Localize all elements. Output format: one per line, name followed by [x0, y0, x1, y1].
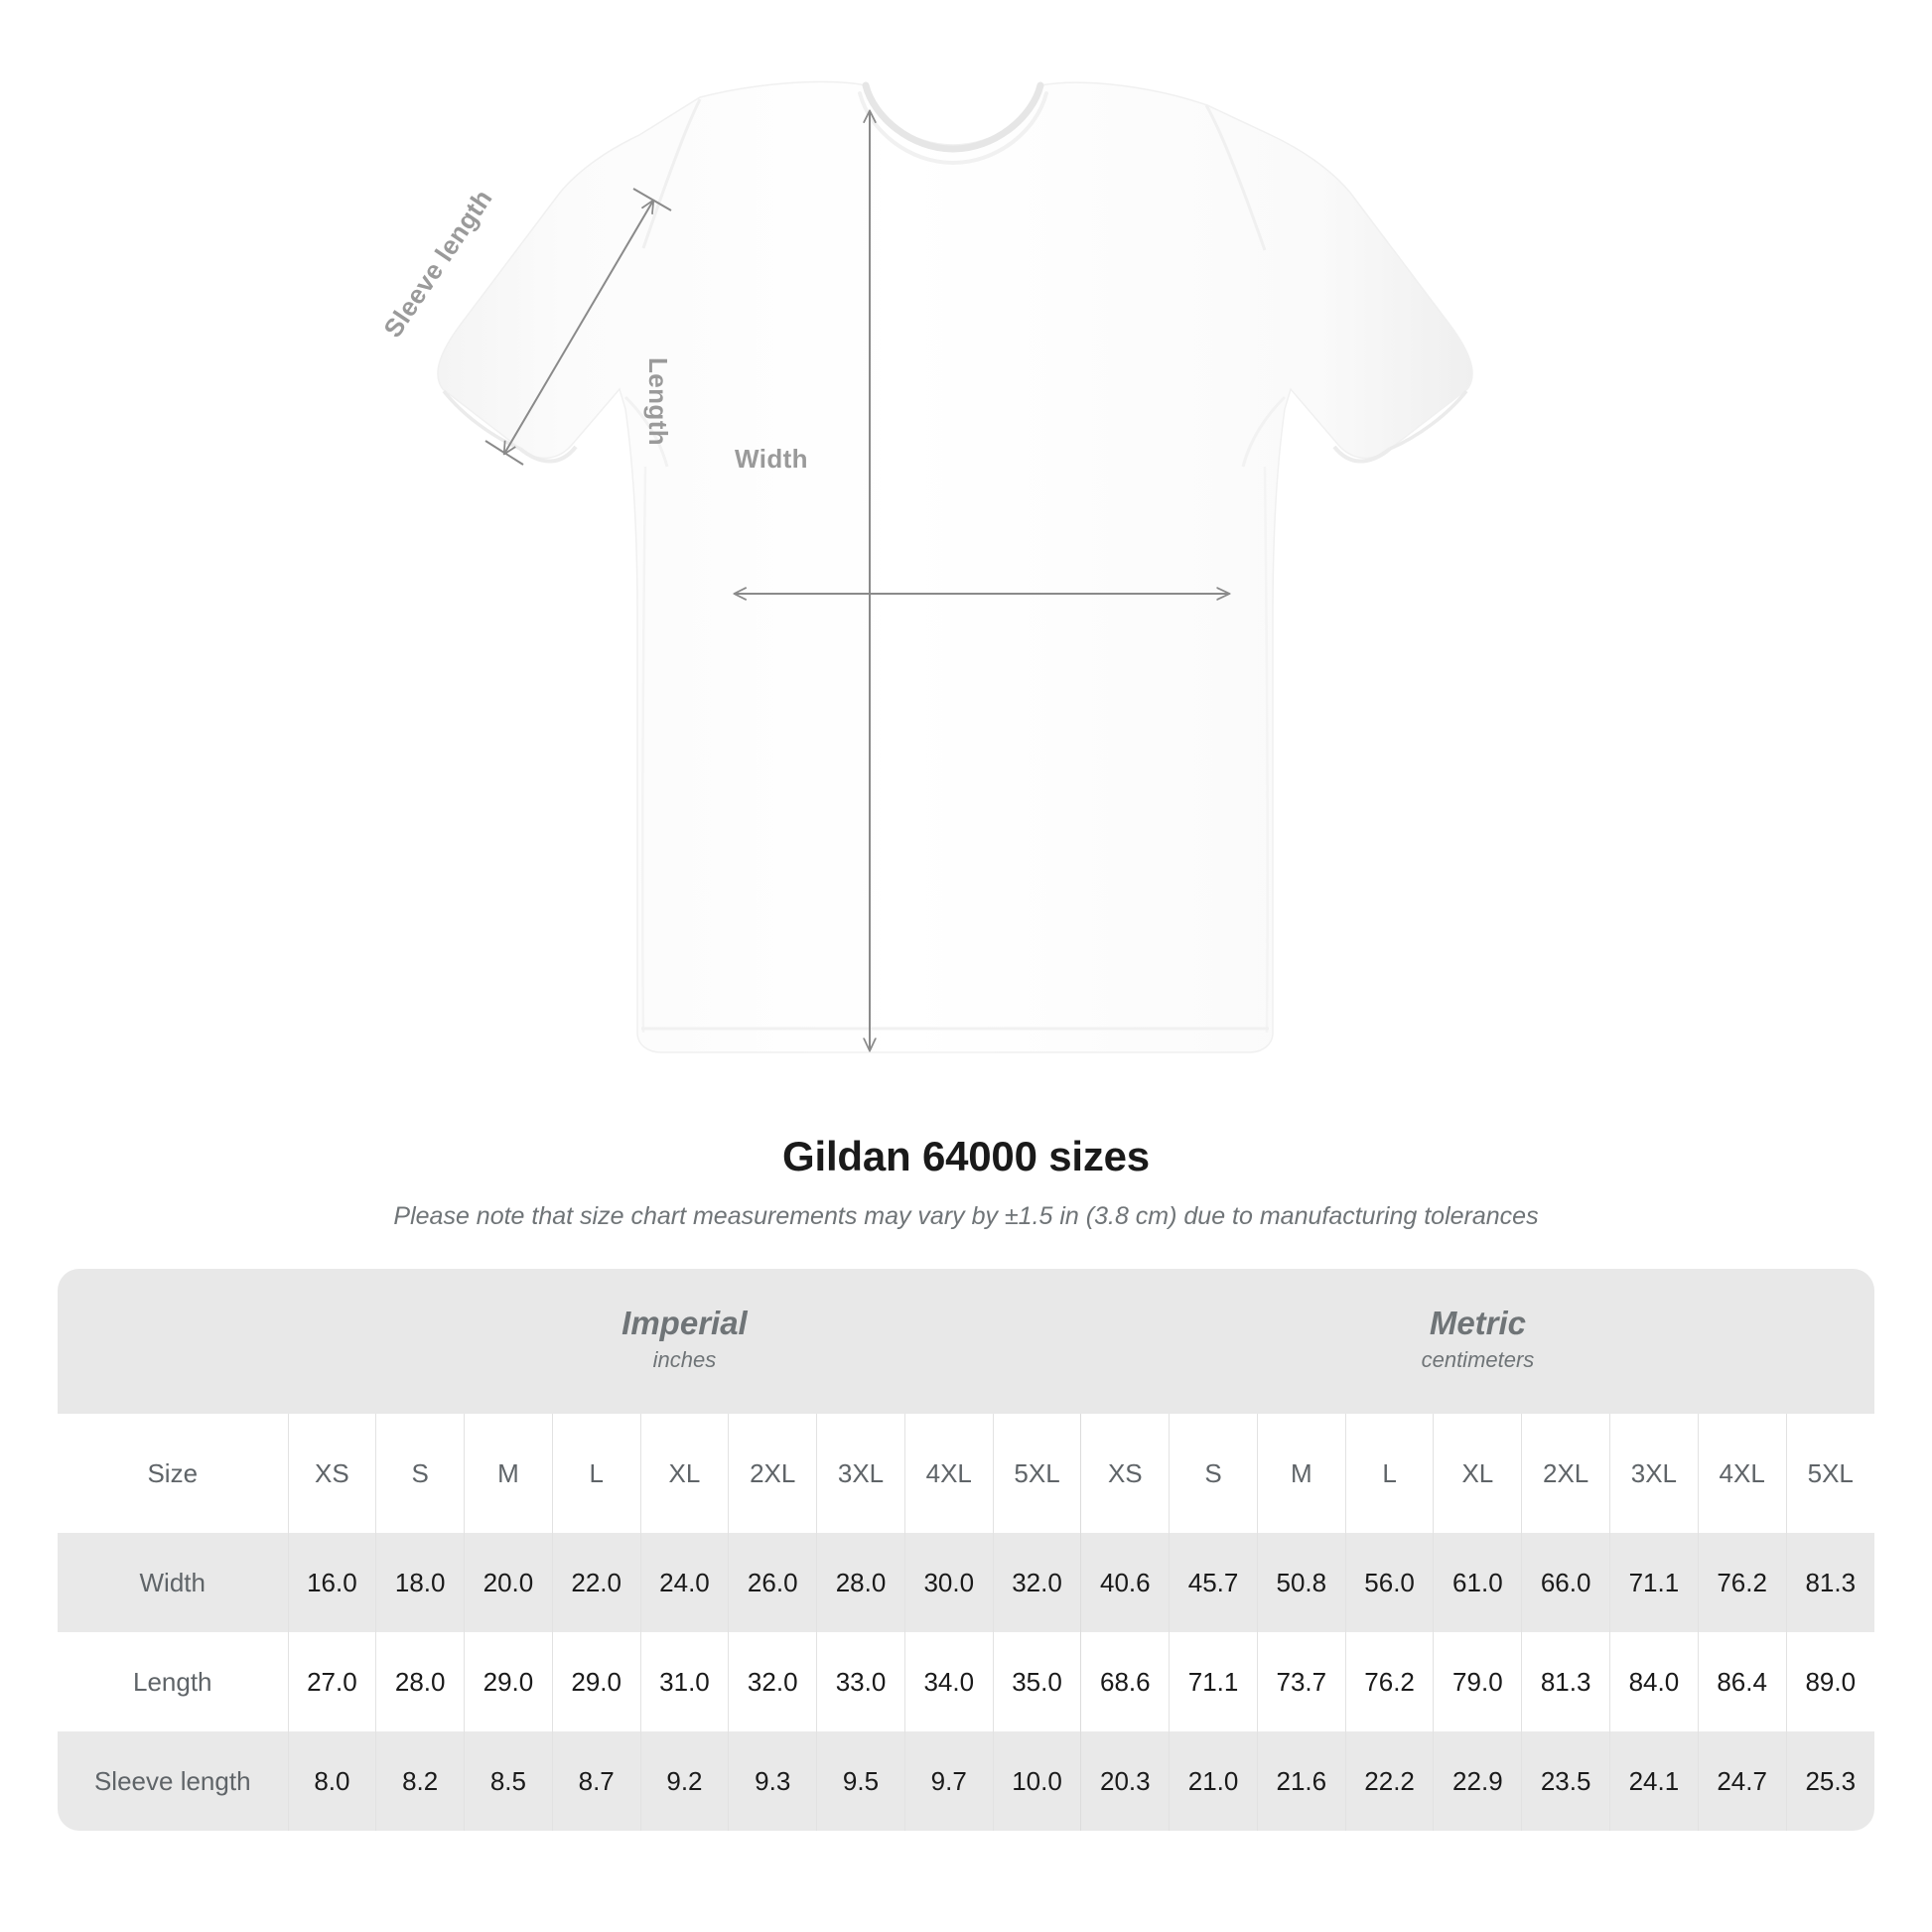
table-cell: 84.0	[1609, 1632, 1699, 1731]
table-cell: 9.3	[728, 1731, 817, 1831]
table-cell: 24.1	[1609, 1731, 1699, 1831]
size-column-header-metric-3xl: 3XL	[1609, 1414, 1699, 1533]
table-cell: 22.9	[1433, 1731, 1522, 1831]
size-header-row: Size XS S M L XL 2XL 3XL 4XL 5XL XS S M L XL 2XL 3XL 4XL 5…	[58, 1414, 1874, 1533]
table-cell: 81.3	[1785, 1533, 1874, 1632]
unit-group-name: Imperial	[621, 1304, 748, 1341]
size-column-header-metric-m: M	[1256, 1414, 1346, 1533]
unit-group-imperial: Imperial inches	[288, 1269, 1081, 1414]
table-cell: 22.0	[551, 1533, 641, 1632]
unit-band-spacer	[58, 1269, 289, 1414]
table-cell: 34.0	[903, 1632, 994, 1731]
length-label: Length	[643, 357, 673, 447]
size-column-header-imperial-s: S	[375, 1414, 465, 1533]
table-cell: 66.0	[1521, 1533, 1610, 1632]
table-cell: 8.5	[464, 1731, 553, 1831]
table-cell: 28.0	[816, 1533, 905, 1632]
table-cell: 76.2	[1344, 1632, 1434, 1731]
table-cell: 61.0	[1433, 1533, 1522, 1632]
table-cell: 20.0	[464, 1533, 553, 1632]
table-cell: 31.0	[639, 1632, 729, 1731]
unit-band-row: Imperial inches Metric centimeters	[58, 1269, 1874, 1414]
tshirt-diagram: Sleeve length Length Width	[377, 80, 1473, 1053]
table-cell: 8.7	[551, 1731, 641, 1831]
table-cell: 50.8	[1256, 1533, 1346, 1632]
size-column-header-imperial-m: M	[464, 1414, 553, 1533]
table-cell: 71.1	[1609, 1533, 1699, 1632]
unit-group-subtitle: inches	[652, 1346, 717, 1372]
table-cell: 29.0	[464, 1632, 553, 1731]
size-column-header-metric-2xl: 2XL	[1521, 1414, 1610, 1533]
size-column-header-metric-xl: XL	[1433, 1414, 1522, 1533]
table-cell: 27.0	[287, 1632, 376, 1731]
table-row: Sleeve length 8.0 8.2 8.5 8.7 9.2 9.3 9.5 9.7 10.…	[58, 1731, 1874, 1831]
row-label-sleeve-length: Sleeve length	[58, 1731, 289, 1831]
table-cell: 73.7	[1256, 1632, 1346, 1731]
size-column-header-imperial-xs: XS	[287, 1414, 376, 1533]
shirt-body-shape	[437, 80, 1473, 1053]
table-cell: 76.2	[1697, 1533, 1787, 1632]
unit-group-name: Metric	[1429, 1304, 1527, 1341]
table-cell: 9.5	[816, 1731, 905, 1831]
size-column-header-metric-5xl: 5XL	[1785, 1414, 1874, 1533]
table-cell: 16.0	[287, 1533, 376, 1632]
table-cell: 29.0	[551, 1632, 641, 1731]
table-cell: 68.6	[1080, 1632, 1170, 1731]
tshirt-illustration	[437, 80, 1473, 1053]
table-cell: 26.0	[728, 1533, 817, 1632]
size-column-header-imperial-2xl: 2XL	[728, 1414, 817, 1533]
table-cell: 28.0	[375, 1632, 465, 1731]
row-label-length: Length	[58, 1632, 289, 1731]
table-cell: 18.0	[375, 1533, 465, 1632]
table-cell: 8.2	[375, 1731, 465, 1831]
size-column-header-metric-4xl: 4XL	[1697, 1414, 1787, 1533]
size-chart-table-container: Imperial inches Metric centimeters Size XS S M L…	[58, 1269, 1874, 1831]
size-column-header-imperial-l: L	[551, 1414, 641, 1533]
size-column-header-imperial-4xl: 4XL	[903, 1414, 994, 1533]
table-cell: 32.0	[728, 1632, 817, 1731]
table-cell: 21.6	[1256, 1731, 1346, 1831]
size-column-header-imperial-5xl: 5XL	[992, 1414, 1081, 1533]
page-title: Gildan 64000 sizes	[782, 1133, 1150, 1179]
table-cell: 24.0	[639, 1533, 729, 1632]
table-cell: 20.3	[1080, 1731, 1170, 1831]
page-subtitle: Please note that size chart measurements…	[393, 1201, 1539, 1230]
table-row: Width 16.0 18.0 20.0 22.0 24.0 26.0 28.0 30.0 32.…	[58, 1533, 1874, 1632]
size-chart-table: Imperial inches Metric centimeters Size XS S M L…	[58, 1269, 1874, 1831]
title-block: Gildan 64000 sizes Please note that size…	[0, 1132, 1932, 1231]
table-cell: 9.2	[639, 1731, 729, 1831]
table-cell: 86.4	[1697, 1632, 1787, 1731]
table-cell: 10.0	[992, 1731, 1081, 1831]
table-cell: 8.0	[287, 1731, 376, 1831]
table-cell: 40.6	[1080, 1533, 1170, 1632]
table-cell: 89.0	[1785, 1632, 1874, 1731]
table-cell: 21.0	[1169, 1731, 1258, 1831]
size-column-header-imperial-xl: XL	[639, 1414, 729, 1533]
table-cell: 33.0	[816, 1632, 905, 1731]
table-cell: 22.2	[1344, 1731, 1434, 1831]
unit-group-metric: Metric centimeters	[1080, 1269, 1874, 1414]
size-column-header-imperial-3xl: 3XL	[816, 1414, 905, 1533]
size-column-header-metric-s: S	[1169, 1414, 1258, 1533]
size-column-header-metric-l: L	[1344, 1414, 1434, 1533]
size-header-label: Size	[58, 1414, 289, 1533]
table-cell: 25.3	[1785, 1731, 1874, 1831]
table-cell: 30.0	[903, 1533, 994, 1632]
sleeve-length-dimension-arrow	[484, 188, 672, 466]
table-cell: 56.0	[1344, 1533, 1434, 1632]
size-column-header-metric-xs: XS	[1080, 1414, 1170, 1533]
table-cell: 35.0	[992, 1632, 1081, 1731]
table-cell: 79.0	[1433, 1632, 1522, 1731]
table-cell: 45.7	[1169, 1533, 1258, 1632]
table-cell: 32.0	[992, 1533, 1081, 1632]
table-cell: 81.3	[1521, 1632, 1610, 1731]
table-cell: 23.5	[1521, 1731, 1610, 1831]
width-label: Width	[735, 444, 808, 474]
table-cell: 24.7	[1697, 1731, 1787, 1831]
table-row: Length 27.0 28.0 29.0 29.0 31.0 32.0 33.0 34.0 35…	[58, 1632, 1874, 1731]
row-label-width: Width	[58, 1533, 289, 1632]
table-cell: 9.7	[903, 1731, 994, 1831]
table-cell: 71.1	[1169, 1632, 1258, 1731]
unit-group-subtitle: centimeters	[1421, 1346, 1535, 1372]
